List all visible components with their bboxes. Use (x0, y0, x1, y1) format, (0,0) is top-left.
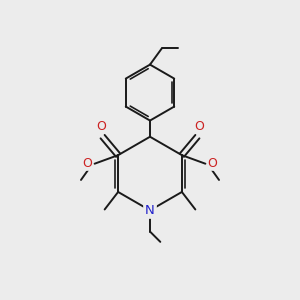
Text: O: O (208, 157, 218, 170)
Text: N: N (145, 204, 155, 217)
Text: O: O (82, 157, 92, 170)
Text: O: O (96, 120, 106, 133)
Text: O: O (194, 120, 204, 133)
